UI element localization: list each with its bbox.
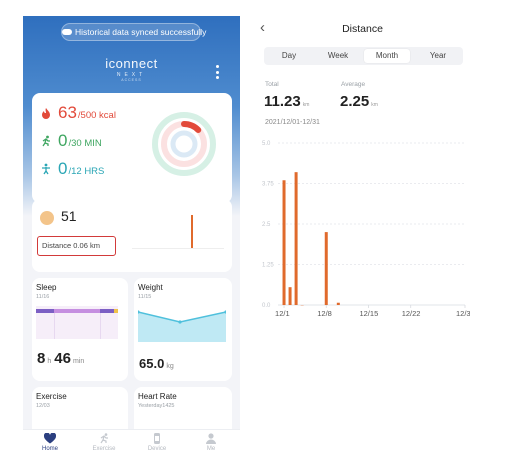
stand-hours-row: 0 /12 HRS [40, 159, 104, 179]
tab-month[interactable]: Month [364, 49, 410, 63]
brand-name: iconnect [105, 56, 158, 71]
y-tick-label: 2.5 [262, 222, 271, 228]
distance-bar [288, 287, 292, 305]
y-tick-label: 0.0 [262, 303, 271, 309]
distance-screen: ‹ Distance Day Week Month Year Total 11.… [255, 16, 470, 326]
exercise-title: Exercise [36, 392, 67, 401]
activity-goals-card[interactable]: 63 /500 kcal 0 /30 MIN 0 /12 HRS [32, 93, 232, 203]
brand-subtitle: NEXT [116, 72, 147, 78]
back-arrow-icon[interactable]: ‹ [260, 19, 265, 36]
distance-bar [324, 232, 328, 305]
activity-rings [152, 112, 216, 176]
x-tick-label: 12/15 [359, 309, 378, 318]
sleep-hours-unit: h [47, 358, 52, 365]
sleep-hours: 8 [37, 350, 46, 367]
sleep-minutes-unit: min [72, 358, 85, 365]
x-tick-label: 12/31 [456, 309, 470, 318]
weight-trend-chart [138, 310, 226, 342]
tab-me-label: Me [206, 446, 216, 452]
average-label: Average [341, 81, 366, 88]
sleep-date: 11/16 [36, 294, 50, 300]
weight-date: 11/15 [138, 294, 152, 300]
steps-value: 51 [61, 208, 77, 224]
steps-chart-bar [191, 215, 193, 248]
sync-status-text: Historical data synced successfully [75, 27, 207, 37]
sleep-duration: 8 h 46 min [37, 350, 87, 368]
runner-icon [100, 433, 108, 444]
y-tick-label: 1.25 [262, 263, 274, 269]
y-tick-label: 5.0 [262, 141, 271, 147]
tab-device[interactable]: Device [137, 433, 177, 452]
total-value-row: 11.23 km [264, 93, 309, 111]
stand-hours-value: 0 [58, 159, 68, 178]
brand-logo: iconnect NEXT ACCESS [23, 56, 240, 82]
tab-year[interactable]: Year [429, 51, 447, 60]
sleep-card[interactable]: Sleep 11/16 8 h 46 min [32, 278, 128, 381]
sleep-stages-chart [36, 306, 118, 339]
tab-home[interactable]: Home [30, 433, 70, 452]
tab-week[interactable]: Week [327, 51, 349, 60]
calories-goal: /500 kcal [77, 110, 116, 121]
y-tick-label: 3.75 [262, 182, 274, 188]
tab-home-label: Home [41, 446, 58, 452]
total-unit: km [302, 102, 310, 108]
date-range: 2021/12/01-12/31 [265, 119, 320, 126]
sleep-title: Sleep [36, 283, 57, 292]
period-segmented-control: Day Week Month Year [264, 47, 463, 65]
sleep-minutes: 46 [54, 350, 71, 367]
calories-value: 63 [58, 103, 77, 122]
tab-exercise-label: Exercise [92, 446, 116, 452]
person-icon [206, 433, 216, 444]
average-unit: km [371, 102, 378, 108]
watch-icon [154, 433, 160, 444]
distance-bar [294, 172, 298, 305]
exercise-minutes-goal: /30 MIN [68, 138, 102, 149]
home-screen: Historical data synced successfully icon… [23, 16, 240, 458]
heart-rate-date: Yesterday1425 [138, 403, 175, 409]
standing-person-icon [42, 163, 50, 175]
calories-progress-arc [161, 121, 207, 167]
bottom-tab-bar: Home Exercise Device Me [23, 429, 240, 458]
distance-summary[interactable]: Distance 0.06 km [37, 236, 116, 256]
total-label: Total [265, 81, 279, 88]
weight-title: Weight [138, 283, 163, 292]
exercise-minutes-row: 0 /30 MIN [40, 131, 102, 151]
footprints-icon [40, 211, 54, 225]
running-icon [42, 135, 50, 147]
more-menu-icon[interactable] [215, 65, 219, 79]
x-tick-label: 12/8 [317, 309, 332, 318]
weight-unit: kg [166, 363, 174, 370]
tab-device-label: Device [147, 446, 167, 452]
average-value-row: 2.25 km [340, 93, 378, 111]
weight-value: 65.0 [139, 356, 165, 371]
tab-day[interactable]: Day [281, 51, 297, 60]
flame-icon [42, 108, 50, 119]
brand-tagline: ACCESS [121, 78, 142, 82]
heart-icon [44, 433, 56, 444]
heart-rate-title: Heart Rate [138, 392, 177, 401]
exercise-minutes-value: 0 [58, 131, 68, 150]
calories-goal-row: 63 /500 kcal [40, 103, 116, 123]
average-value: 2.25 [340, 93, 370, 110]
tab-exercise[interactable]: Exercise [84, 433, 124, 452]
weight-value-row: 65.0 kg [139, 355, 174, 373]
x-tick-label: 12/22 [402, 309, 421, 318]
steps-card[interactable]: 51 Distance 0.06 km [32, 199, 232, 272]
steps-chart-baseline [132, 248, 224, 249]
stand-hours-goal: /12 HRS [68, 166, 105, 177]
cloud-icon [62, 29, 72, 35]
sync-status-banner: Historical data synced successfully [61, 23, 206, 41]
tab-me[interactable]: Me [191, 433, 231, 452]
distance-bar-chart: 5.0 3.75 2.5 1.25 0.0 12/1 12/8 12/15 12/22 12/31 [262, 141, 470, 318]
page-title: Distance [342, 23, 383, 35]
x-tick-label: 12/1 [275, 309, 290, 318]
distance-bar [336, 302, 340, 305]
exercise-date: 12/03 [36, 403, 50, 409]
weight-card[interactable]: Weight 11/15 65.0 kg [134, 278, 232, 381]
total-value: 11.23 [264, 93, 301, 110]
distance-bar [282, 180, 286, 305]
